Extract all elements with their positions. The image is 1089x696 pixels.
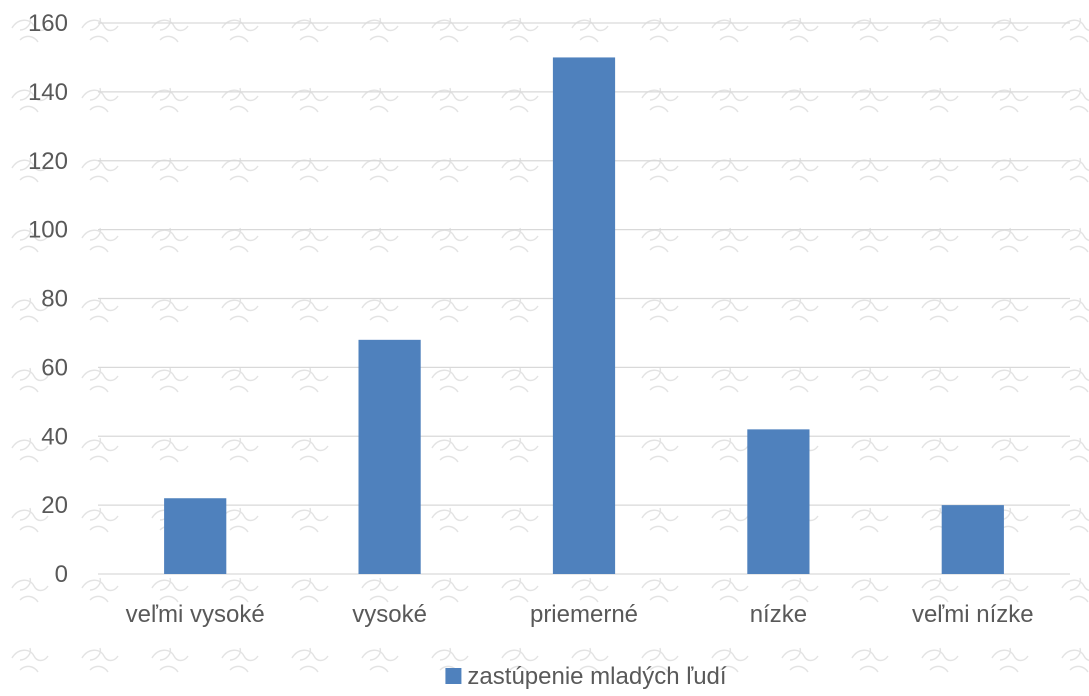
y-axis-ticks: 0 20 40 60 80 100 120 140 160: [28, 10, 68, 588]
bar: [552, 57, 616, 574]
bar: [164, 498, 227, 574]
x-tick-label: priemerné: [530, 601, 638, 628]
bar: [358, 339, 421, 574]
x-tick-label: vysoké: [352, 601, 427, 628]
legend-swatch-0: [445, 668, 462, 684]
y-tick-label: 40: [41, 423, 68, 450]
bar: [747, 429, 810, 574]
y-tick-label: 60: [41, 354, 68, 381]
x-tick-label: veľmi nízke: [912, 601, 1034, 628]
x-tick-label: nízke: [750, 601, 807, 628]
legend-label-0: zastúpenie mladých ľudí: [467, 663, 726, 690]
bars: [164, 57, 1004, 574]
y-tick-label: 120: [28, 148, 68, 175]
x-tick-label: veľmi vysoké: [126, 601, 265, 628]
y-tick-label: 140: [28, 79, 68, 106]
legend: zastúpenie mladých ľudí: [445, 663, 727, 690]
bar: [941, 505, 1004, 574]
y-tick-label: 80: [41, 286, 68, 313]
y-tick-label: 20: [41, 492, 68, 519]
x-axis-labels: veľmi vysoké vysoké priemerné nízke veľmi ní…: [126, 601, 1034, 628]
y-tick-label: 0: [55, 561, 68, 588]
y-tick-label: 160: [28, 10, 68, 37]
y-tick-label: 100: [28, 217, 68, 244]
